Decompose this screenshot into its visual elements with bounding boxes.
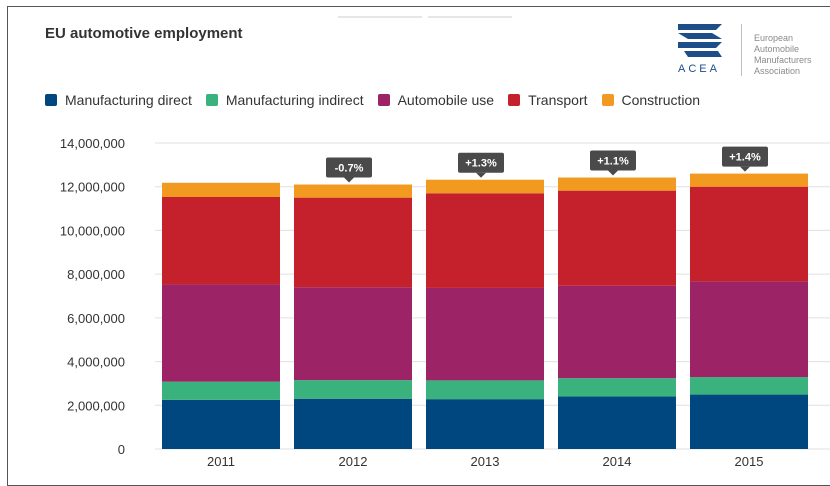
annotation-pointer — [344, 177, 354, 183]
chart-legend: Manufacturing direct Manufacturing indire… — [45, 92, 714, 108]
annotation-badge — [458, 152, 504, 173]
annotation-badge — [722, 146, 768, 167]
y-tick-label: 12,000,000 — [60, 180, 125, 195]
bar-segment — [558, 378, 676, 397]
bar-segment — [558, 190, 676, 286]
bar-segment — [558, 396, 676, 449]
bar-segment — [426, 179, 544, 194]
legend-swatch — [508, 94, 521, 106]
bar-segment — [162, 196, 280, 285]
bar-segment — [426, 380, 544, 400]
bar-segment — [162, 399, 280, 449]
annotation-badge — [326, 157, 372, 178]
legend-swatch — [205, 94, 218, 106]
x-tick-label: 2015 — [735, 454, 764, 469]
legend-item[interactable]: Construction — [601, 92, 701, 108]
bar-segment — [162, 182, 280, 197]
bar-segment — [690, 377, 808, 395]
legend-item[interactable]: Manufacturing direct — [45, 92, 192, 108]
bar-segment — [294, 398, 412, 449]
legend-swatch — [601, 94, 614, 106]
top-tab-right — [428, 16, 512, 18]
bar-segment — [690, 394, 808, 449]
y-tick-label: 0 — [118, 442, 125, 457]
bar-segment — [426, 287, 544, 381]
bar-segment — [294, 184, 412, 198]
y-tick-label: 14,000,000 — [60, 136, 125, 151]
annotation-pointer — [740, 166, 750, 172]
y-tick-label: 10,000,000 — [60, 223, 125, 238]
bar-segment — [162, 284, 280, 382]
bar-segment — [294, 287, 412, 381]
x-tick-label: 2012 — [339, 454, 368, 469]
bar-segment — [690, 173, 808, 187]
annotation-badge — [590, 150, 636, 171]
x-tick-label: 2013 — [471, 454, 500, 469]
y-tick-label: 8,000,000 — [67, 267, 125, 282]
legend-item[interactable]: Manufacturing indirect — [205, 92, 364, 108]
annotation-label: +1.3% — [465, 158, 497, 170]
bar-segment — [294, 380, 412, 399]
acea-logo-icon — [678, 24, 722, 57]
bar-segment — [690, 281, 808, 378]
x-tick-label: 2011 — [207, 454, 235, 469]
legend-swatch — [45, 94, 57, 106]
bar-segment — [558, 177, 676, 191]
legend-item[interactable]: Automobile use — [377, 92, 495, 108]
legend-item[interactable]: Transport — [508, 92, 588, 108]
annotation-pointer — [476, 172, 486, 178]
annotation-label: +1.1% — [597, 156, 629, 168]
legend-label: Manufacturing indirect — [225, 92, 364, 108]
bar-segment — [426, 193, 544, 288]
logo-divider — [741, 24, 742, 76]
legend-swatch — [377, 94, 390, 106]
bar-segment — [162, 381, 280, 400]
bar-segment — [294, 197, 412, 288]
y-tick-label: 6,000,000 — [67, 311, 125, 326]
legend-label: Construction — [621, 92, 701, 108]
stacked-bar-chart: 0 2,000,000 4,000,000 6,000,000 8,000,000 10,… — [60, 136, 830, 469]
legend-label: Automobile use — [397, 92, 495, 108]
y-tick-label: 4,000,000 — [67, 355, 125, 370]
bar-segment — [690, 186, 808, 282]
bar-segment — [426, 399, 544, 449]
logo-wordmark: ACEA — [678, 63, 720, 75]
annotation-label: -0.7% — [335, 163, 364, 175]
bar-segment — [558, 285, 676, 379]
logo-association-text: European Automobile Manufacturers Associ… — [754, 33, 812, 76]
x-tick-label: 2014 — [603, 454, 632, 469]
legend-label: Transport — [528, 92, 588, 108]
annotation-label: +1.4% — [729, 152, 761, 164]
legend-label: Manufacturing direct — [65, 92, 192, 108]
y-tick-label: 2,000,000 — [67, 398, 125, 413]
chart-title: EU automotive employment — [45, 25, 243, 42]
top-tab-left — [338, 16, 422, 18]
annotation-pointer — [608, 170, 618, 176]
